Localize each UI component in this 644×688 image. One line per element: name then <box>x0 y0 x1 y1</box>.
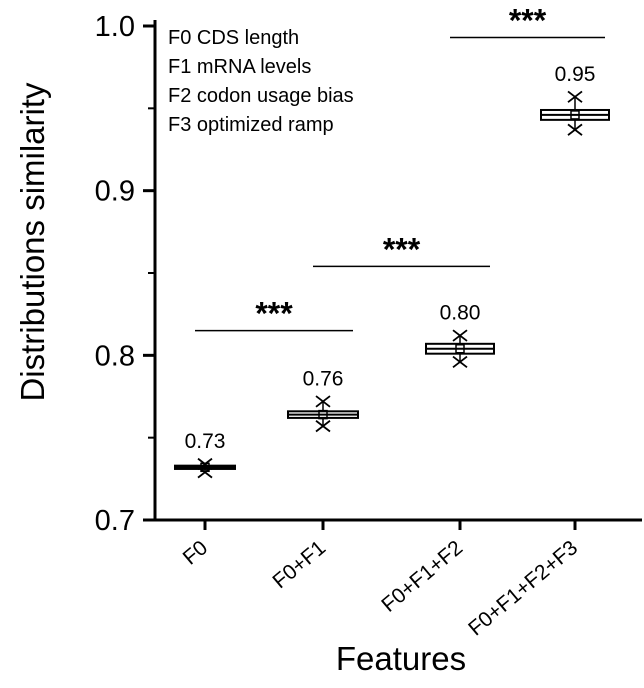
box-min-marker <box>452 355 468 369</box>
y-axis-title: Distributions similarity <box>14 82 51 402</box>
significance-stars: *** <box>383 231 421 267</box>
box-max-marker <box>452 329 468 342</box>
legend: F0 CDS length F1 mRNA levels F2 codon usag… <box>168 27 354 136</box>
legend-entry: F2 codon usage bias <box>168 85 354 107</box>
x-category-label: F0+F1+F2+F3 <box>464 536 582 640</box>
box-f0-f1 <box>287 395 359 433</box>
significance-stars: *** <box>509 3 547 39</box>
box-value-label: 0.73 <box>185 430 226 453</box>
box-min-marker <box>197 466 213 479</box>
y-tick-label: 0.9 <box>95 176 135 208</box>
box-min-marker <box>315 420 331 433</box>
box-value-label: 0.95 <box>555 63 596 86</box>
y-tick-label: 1.0 <box>95 11 135 43</box>
x-axis-title: Features <box>336 640 466 677</box>
box-f0-f1-f2-f3 <box>540 90 610 136</box>
value-labels: 0.73 0.76 0.80 0.95 <box>185 63 596 453</box>
box-value-label: 0.76 <box>303 367 344 390</box>
legend-entry: F1 mRNA levels <box>168 56 311 78</box>
box-f0-f1-f2 <box>425 329 495 369</box>
x-category-label: F0 <box>179 536 213 569</box>
box-mean-marker <box>455 343 465 354</box>
y-tick-label: 0.8 <box>95 340 135 372</box>
significance-brackets: *** *** *** <box>195 3 605 332</box>
significance-stars: *** <box>255 296 293 332</box>
box-mean-marker <box>318 409 328 420</box>
x-category-label: F0+F1 <box>268 536 330 593</box>
box-f0 <box>174 457 236 479</box>
legend-entry: F0 CDS length <box>168 27 299 49</box>
boxes <box>174 90 610 479</box>
y-tick-label: 0.7 <box>95 505 135 537</box>
y-axis-ticks: 0.7 0.8 0.9 1.0 <box>95 11 155 537</box>
legend-entry: F3 optimized ramp <box>168 114 334 136</box>
box-value-label: 0.80 <box>440 302 481 325</box>
box-max-marker <box>315 395 331 408</box>
box-max-marker <box>567 90 583 103</box>
box-mean-marker <box>570 110 580 120</box>
box-min-marker <box>567 123 583 136</box>
x-category-label: F0+F1+F2 <box>377 536 467 617</box>
